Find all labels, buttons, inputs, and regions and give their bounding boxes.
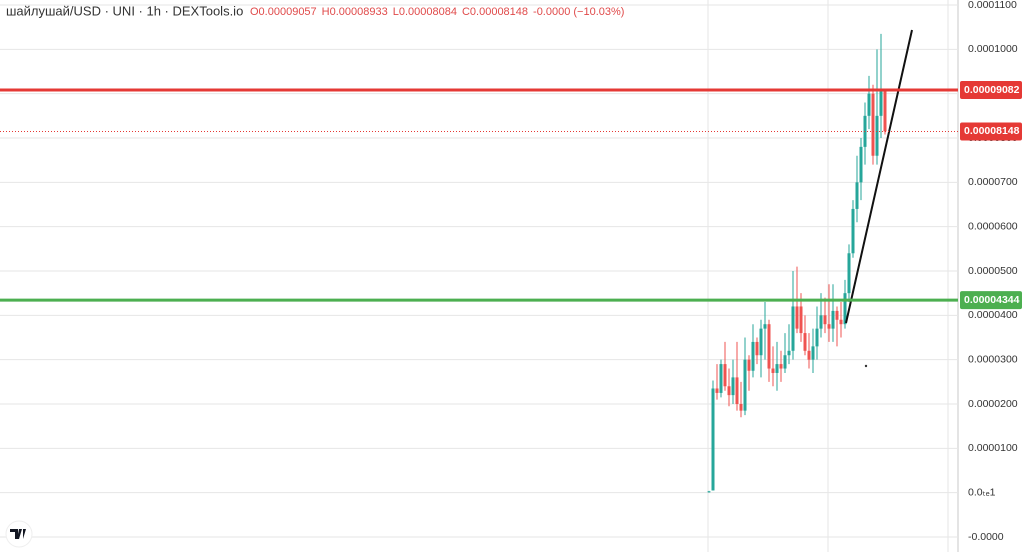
- candle-body: [763, 324, 767, 329]
- price-label: 0.00008148: [964, 125, 1020, 137]
- candle-body: [791, 306, 795, 351]
- candle-body: [771, 368, 775, 373]
- candle-body: [819, 315, 823, 329]
- y-tick-label: 0.0000500: [968, 265, 1018, 277]
- candle-body: [823, 315, 827, 325]
- candle-body: [827, 324, 831, 329]
- legend-item: H0.00008933: [322, 6, 388, 18]
- vertical-grid: [707, 0, 949, 552]
- candle-body: [879, 91, 883, 116]
- candle-body: [707, 491, 711, 493]
- candle-body: [815, 328, 819, 347]
- symbol-title: шайлушай/USD · UNI · 1h · DEXTools.io: [6, 3, 243, 18]
- candle-body: [835, 310, 839, 320]
- candle-body: [867, 93, 871, 116]
- candle-body: [855, 182, 859, 209]
- candle-body: [719, 364, 723, 393]
- candle-body: [803, 333, 807, 351]
- legend-item: C0.00008148: [462, 6, 528, 18]
- y-tick-label: 0.0000400: [968, 309, 1018, 321]
- candle-body: [807, 350, 811, 360]
- price-label-bg: [960, 291, 1022, 310]
- candle-body: [711, 388, 715, 491]
- candle-body: [731, 377, 735, 396]
- price-label: 0.00009082: [964, 84, 1020, 96]
- legend-item: -0.0000 (−10.03%): [533, 6, 624, 18]
- candle-body: [735, 377, 739, 404]
- candles: [707, 33, 887, 493]
- trend-line-drawing[interactable]: [845, 29, 913, 324]
- y-tick-label: 0.0001100: [968, 0, 1017, 11]
- ohlc-legend: O0.00009057 H0.00008933 L0.00008084 C0.0000…: [250, 6, 624, 18]
- y-tick-label: 0.0000100: [968, 442, 1018, 454]
- candle-body: [783, 355, 787, 369]
- y-tick-label: 0.0000600: [968, 220, 1018, 232]
- candle-body: [723, 364, 727, 387]
- candle-body: [831, 310, 835, 329]
- y-tick-label: 0.0001000: [968, 43, 1018, 55]
- candle-body: [743, 359, 747, 411]
- candle-body: [859, 146, 863, 183]
- candle-body: [759, 328, 763, 356]
- candle-body: [727, 386, 731, 396]
- drawing-dot: [864, 364, 868, 368]
- candle-body: [779, 364, 783, 369]
- tv-logo[interactable]: [5, 520, 33, 548]
- candle-body: [751, 341, 755, 371]
- candle-body: [767, 324, 771, 369]
- price-label: 0.00004344: [964, 294, 1020, 306]
- legend-item: O0.00009057: [250, 6, 317, 18]
- candle-body: [775, 364, 779, 373]
- candle-body: [755, 341, 759, 356]
- candle-body: [847, 253, 851, 294]
- candle-body: [875, 115, 879, 156]
- candle-body: [871, 93, 875, 156]
- price-label-bg: [960, 81, 1022, 100]
- candle-body: [851, 208, 855, 254]
- price-lines: 0.00009082 0.00004344 0.00008148: [0, 81, 1022, 310]
- candle-body: [739, 404, 743, 411]
- y-tick-label: 0.0ₜₑ1: [968, 486, 996, 498]
- y-tick-label: 0.0000300: [968, 353, 1018, 365]
- legend-item: L0.00008084: [393, 6, 457, 18]
- y-tick-label: 0.0000700: [968, 176, 1018, 188]
- price-label-bg: [960, 122, 1022, 141]
- candle-body: [747, 359, 751, 371]
- y-tick-label: -0.0000: [968, 531, 1004, 543]
- candle-body: [799, 306, 803, 334]
- candle-body: [787, 350, 791, 356]
- candle-body: [843, 293, 847, 325]
- candle-body: [811, 346, 815, 360]
- candle-body: [715, 388, 719, 393]
- candle-body: [839, 319, 843, 325]
- candle-body: [795, 306, 799, 329]
- candle-body: [883, 91, 887, 132]
- logo-mark: [10, 529, 26, 539]
- y-tick-label: 0.0000200: [968, 398, 1018, 410]
